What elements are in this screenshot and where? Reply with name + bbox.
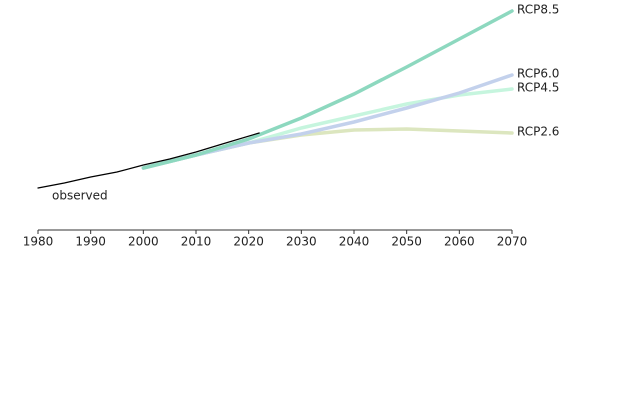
x-tick-label: 2000	[128, 235, 159, 249]
x-tick-label: 2040	[339, 235, 370, 249]
series-label: RCP8.5	[517, 3, 559, 17]
x-tick-label: 2010	[181, 235, 212, 249]
observed-line	[37, 132, 260, 189]
series-label: RCP6.0	[517, 67, 559, 81]
x-tick-label: 2070	[497, 235, 528, 249]
scenario-line	[141, 9, 514, 170]
x-tick-label: 1990	[75, 235, 106, 249]
x-tick-label: 2020	[233, 235, 264, 249]
x-tick-label: 2050	[391, 235, 422, 249]
scenario-line	[141, 127, 514, 170]
series-label: RCP2.6	[517, 125, 559, 139]
x-tick-label: 1980	[23, 235, 54, 249]
x-tick-label: 2030	[286, 235, 317, 249]
series-label: RCP4.5	[517, 81, 559, 95]
series-label: observed	[52, 189, 108, 203]
x-tick-label: 2060	[444, 235, 475, 249]
